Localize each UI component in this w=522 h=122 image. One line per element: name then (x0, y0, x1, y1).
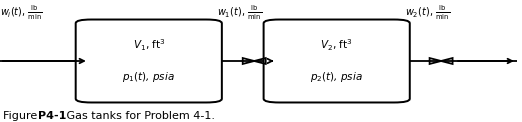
FancyBboxPatch shape (264, 20, 410, 102)
Text: $p_2(t)$, psia: $p_2(t)$, psia (310, 70, 363, 84)
Text: $w_1(t)$, $\frac{\rm lb}{\rm min}$: $w_1(t)$, $\frac{\rm lb}{\rm min}$ (217, 4, 262, 22)
Text: Gas tanks for Problem 4-1.: Gas tanks for Problem 4-1. (63, 111, 215, 121)
Text: P4-1: P4-1 (38, 111, 66, 121)
Text: Figure: Figure (3, 111, 40, 121)
FancyBboxPatch shape (76, 20, 222, 102)
Text: $V_2$, ft$^3$: $V_2$, ft$^3$ (321, 37, 353, 53)
Text: $p_1(t)$, psia: $p_1(t)$, psia (122, 70, 175, 84)
Text: $w_i(t)$, $\frac{\rm lb}{\rm min}$: $w_i(t)$, $\frac{\rm lb}{\rm min}$ (0, 4, 43, 22)
Text: $w_2(t)$, $\frac{\rm lb}{\rm min}$: $w_2(t)$, $\frac{\rm lb}{\rm min}$ (405, 4, 449, 22)
Text: $V_1$, ft$^3$: $V_1$, ft$^3$ (133, 37, 165, 53)
